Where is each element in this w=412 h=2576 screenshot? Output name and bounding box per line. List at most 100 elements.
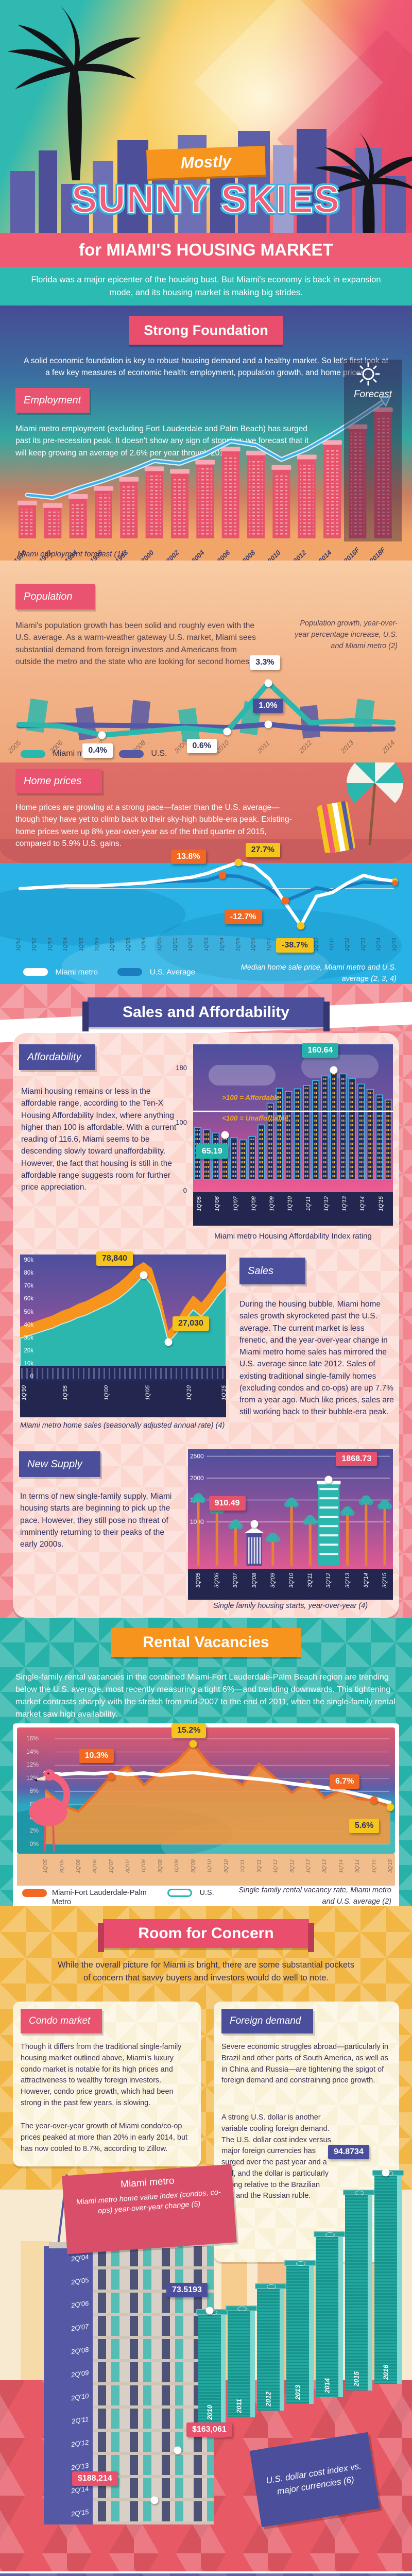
foundation-intro-text: A solid economic foundation is key to ro…	[24, 357, 388, 378]
rental-body-text: Single-family rental vacancies in the co…	[15, 1673, 396, 1719]
rental-banner-text: Rental Vacancies	[143, 1634, 269, 1651]
condo-year-label: 2Q'11	[71, 2415, 89, 2426]
home-prices-chart	[18, 848, 395, 933]
foundation-section: Strong Foundation A solid economic found…	[0, 306, 412, 561]
axis-tick-label: 1Q'11	[329, 938, 335, 951]
employment-body-text: Miami metro employment (excluding Fort L…	[15, 425, 309, 457]
axis-tick-label: 1Q'10	[186, 1385, 192, 1401]
axis-tick-label: 2010	[214, 738, 230, 755]
rental-chart-card: 16%14%12%12%8%6%4%2%0% 1Q'053Q'051Q'063Q…	[13, 1723, 399, 1906]
axis-tick-label: 3Q'13	[344, 1573, 351, 1588]
axis-tick-label: 3Q'14	[355, 1859, 361, 1873]
axis-tick-label: 1Q'02	[188, 938, 194, 952]
chart-data-point	[221, 1131, 229, 1139]
affordability-body-text: Miami housing remains or less in the aff…	[21, 1087, 177, 1192]
axis-tick-label: 1Q'06	[75, 1859, 81, 1873]
condo-flag: Miami metro Miami metro home value index…	[62, 2164, 237, 2255]
new-supply-tag-text: New Supply	[27, 1458, 82, 1470]
sales-caption: Miami metro home sales (seasonally adjus…	[20, 1421, 225, 1430]
population-tag-text: Population	[24, 590, 73, 602]
sales-x-axis: 1Q'90 1Q'95 1Q'00 1Q'05 1Q'10 1Q'15	[20, 1383, 227, 1416]
axis-tick-label: 180	[176, 1064, 187, 1072]
axis-tick-label: 3Q'12	[325, 1573, 332, 1588]
axis-tick-label: 1Q'00	[104, 1385, 110, 1401]
legend-swatch-miami	[21, 750, 45, 758]
axis-tick-label: 1Q'10	[207, 1859, 213, 1873]
axis-tick-label: 2004	[190, 548, 206, 561]
axis-tick-label: 1Q'04	[219, 938, 226, 952]
axis-tick-label: 1Q'13	[360, 938, 366, 952]
axis-tick-label: 1Q'05	[145, 1385, 151, 1401]
axis-tick-label: 1Q'10	[287, 1196, 294, 1212]
axis-tick-label: 1Q'08	[250, 1196, 257, 1212]
home-prices-tag: Home prices	[15, 769, 102, 793]
rental-caption: Single family rental vacancy rate, Miami…	[238, 1886, 391, 1906]
axis-tick-label: 100	[176, 1118, 187, 1126]
axis-tick-label: 1Q'15	[221, 1385, 227, 1401]
axis-tick-label: 1Q'14	[338, 1859, 345, 1873]
condo-tower-chart: 2Q'04 2Q'05 2Q'06 2Q'07 2Q'08 2Q'09 2Q'10 2Q'11…	[44, 2246, 214, 2524]
chart-data-point	[107, 1772, 115, 1781]
axis-tick-label: 1Q'14	[376, 938, 382, 952]
concern-section: Room for Concern While the overall pictu…	[0, 1906, 412, 2573]
sales-affordability-banner: Sales and Affordability	[82, 997, 330, 1031]
legend-label-miami: Miami metro	[53, 749, 98, 758]
sales-body-text: During the housing bubble, Miami home sa…	[239, 1300, 394, 1417]
axis-tick-label: 1Q'07	[108, 1859, 114, 1873]
svg-text:2000: 2000	[190, 1475, 204, 1482]
axis-tick-label: 3Q'09	[269, 1573, 276, 1588]
sea-background	[0, 863, 412, 984]
new-supply-chart: 1000150020002500 3Q'053Q'063Q'073Q'083Q'…	[188, 1449, 393, 1600]
population-body-text: Miami's population growth has been solid…	[15, 621, 256, 666]
axis-tick-label: 3Q'06	[92, 1859, 98, 1873]
foreign-body2-text: A strong U.S. dollar is another variable…	[221, 2113, 331, 2200]
employment-chart	[15, 388, 397, 548]
axis-tick-label: 2009	[173, 738, 189, 755]
section-divider	[0, 2571, 412, 2573]
chart-callout: 1868.73	[336, 1452, 377, 1467]
axis-tick-label: 0	[30, 1374, 33, 1380]
legend-swatch-miami	[23, 968, 48, 976]
population-chart	[13, 676, 399, 749]
home-prices-body-text: Home prices are growing at a strong pace…	[15, 803, 292, 848]
axis-tick-label: 3Q'10	[223, 1859, 229, 1873]
axis-tick-label: 10k	[24, 1360, 33, 1367]
chart-data-point	[330, 1066, 338, 1074]
condo-year-label: 2Q'08	[70, 2345, 89, 2356]
home-prices-caption: Median home sale price, Miami metro and …	[241, 963, 397, 983]
affordability-caption: Miami metro Housing Affordability Index …	[214, 1232, 372, 1241]
condo-market-card: Condo market Though it differs from the …	[13, 2002, 201, 2166]
axis-tick-label: 1Q'09	[174, 1859, 180, 1873]
axis-tick-label: 2018F	[368, 546, 387, 561]
chart-callout: 15.2%	[171, 1723, 207, 1738]
condo-year-label: 2Q'04	[70, 2252, 89, 2263]
condo-tower-facade	[93, 2246, 214, 2524]
axis-tick-label: 2012	[291, 548, 308, 561]
axis-tick-label: 0%	[29, 1840, 39, 1848]
affordability-tag: Affordability	[19, 1044, 95, 1070]
chart-callout: 65.19	[196, 1144, 228, 1159]
axis-tick-label: 3Q'07	[125, 1859, 131, 1873]
axis-tick-label: 1Q'06	[251, 938, 256, 952]
affordability-chart: >100 = Affordable <100 = Unaffordable 1Q…	[193, 1043, 393, 1226]
axis-tick-label: 2011	[255, 739, 271, 755]
axis-tick-label: 2008	[241, 548, 257, 561]
sales-tag-text: Sales	[248, 1265, 274, 1277]
sales-chart: 90k 80k 70k 60k 50k 40k 30k 20k 10k 0 1Q'90 1Q'95 1…	[20, 1251, 227, 1417]
legend-swatch-us	[167, 1888, 192, 1897]
affordability-y-axis: 180 100 0	[167, 1044, 190, 1226]
affordability-threshold-above: >100 = Affordable	[222, 1094, 280, 1101]
axis-tick-label: 3Q'12	[289, 1859, 295, 1873]
axis-tick-label: 1Q'14	[359, 1196, 366, 1212]
axis-tick-label: 3Q'10	[288, 1573, 295, 1588]
rental-vacancies-section: Rental Vacancies Single-family rental va…	[0, 1618, 412, 1906]
axis-tick-label: 16%	[26, 1735, 39, 1742]
axis-tick-label: 1Q'15	[391, 938, 398, 952]
home-prices-tag-text: Home prices	[24, 775, 82, 787]
kicker-text: Mostly	[180, 152, 232, 172]
condo-year-label: 2Q'13	[70, 2461, 89, 2472]
axis-tick-label: 1Q'01	[173, 938, 178, 952]
kicker-ribbon: Mostly	[146, 146, 266, 179]
axis-tick-label: 1Q'91	[16, 938, 22, 952]
